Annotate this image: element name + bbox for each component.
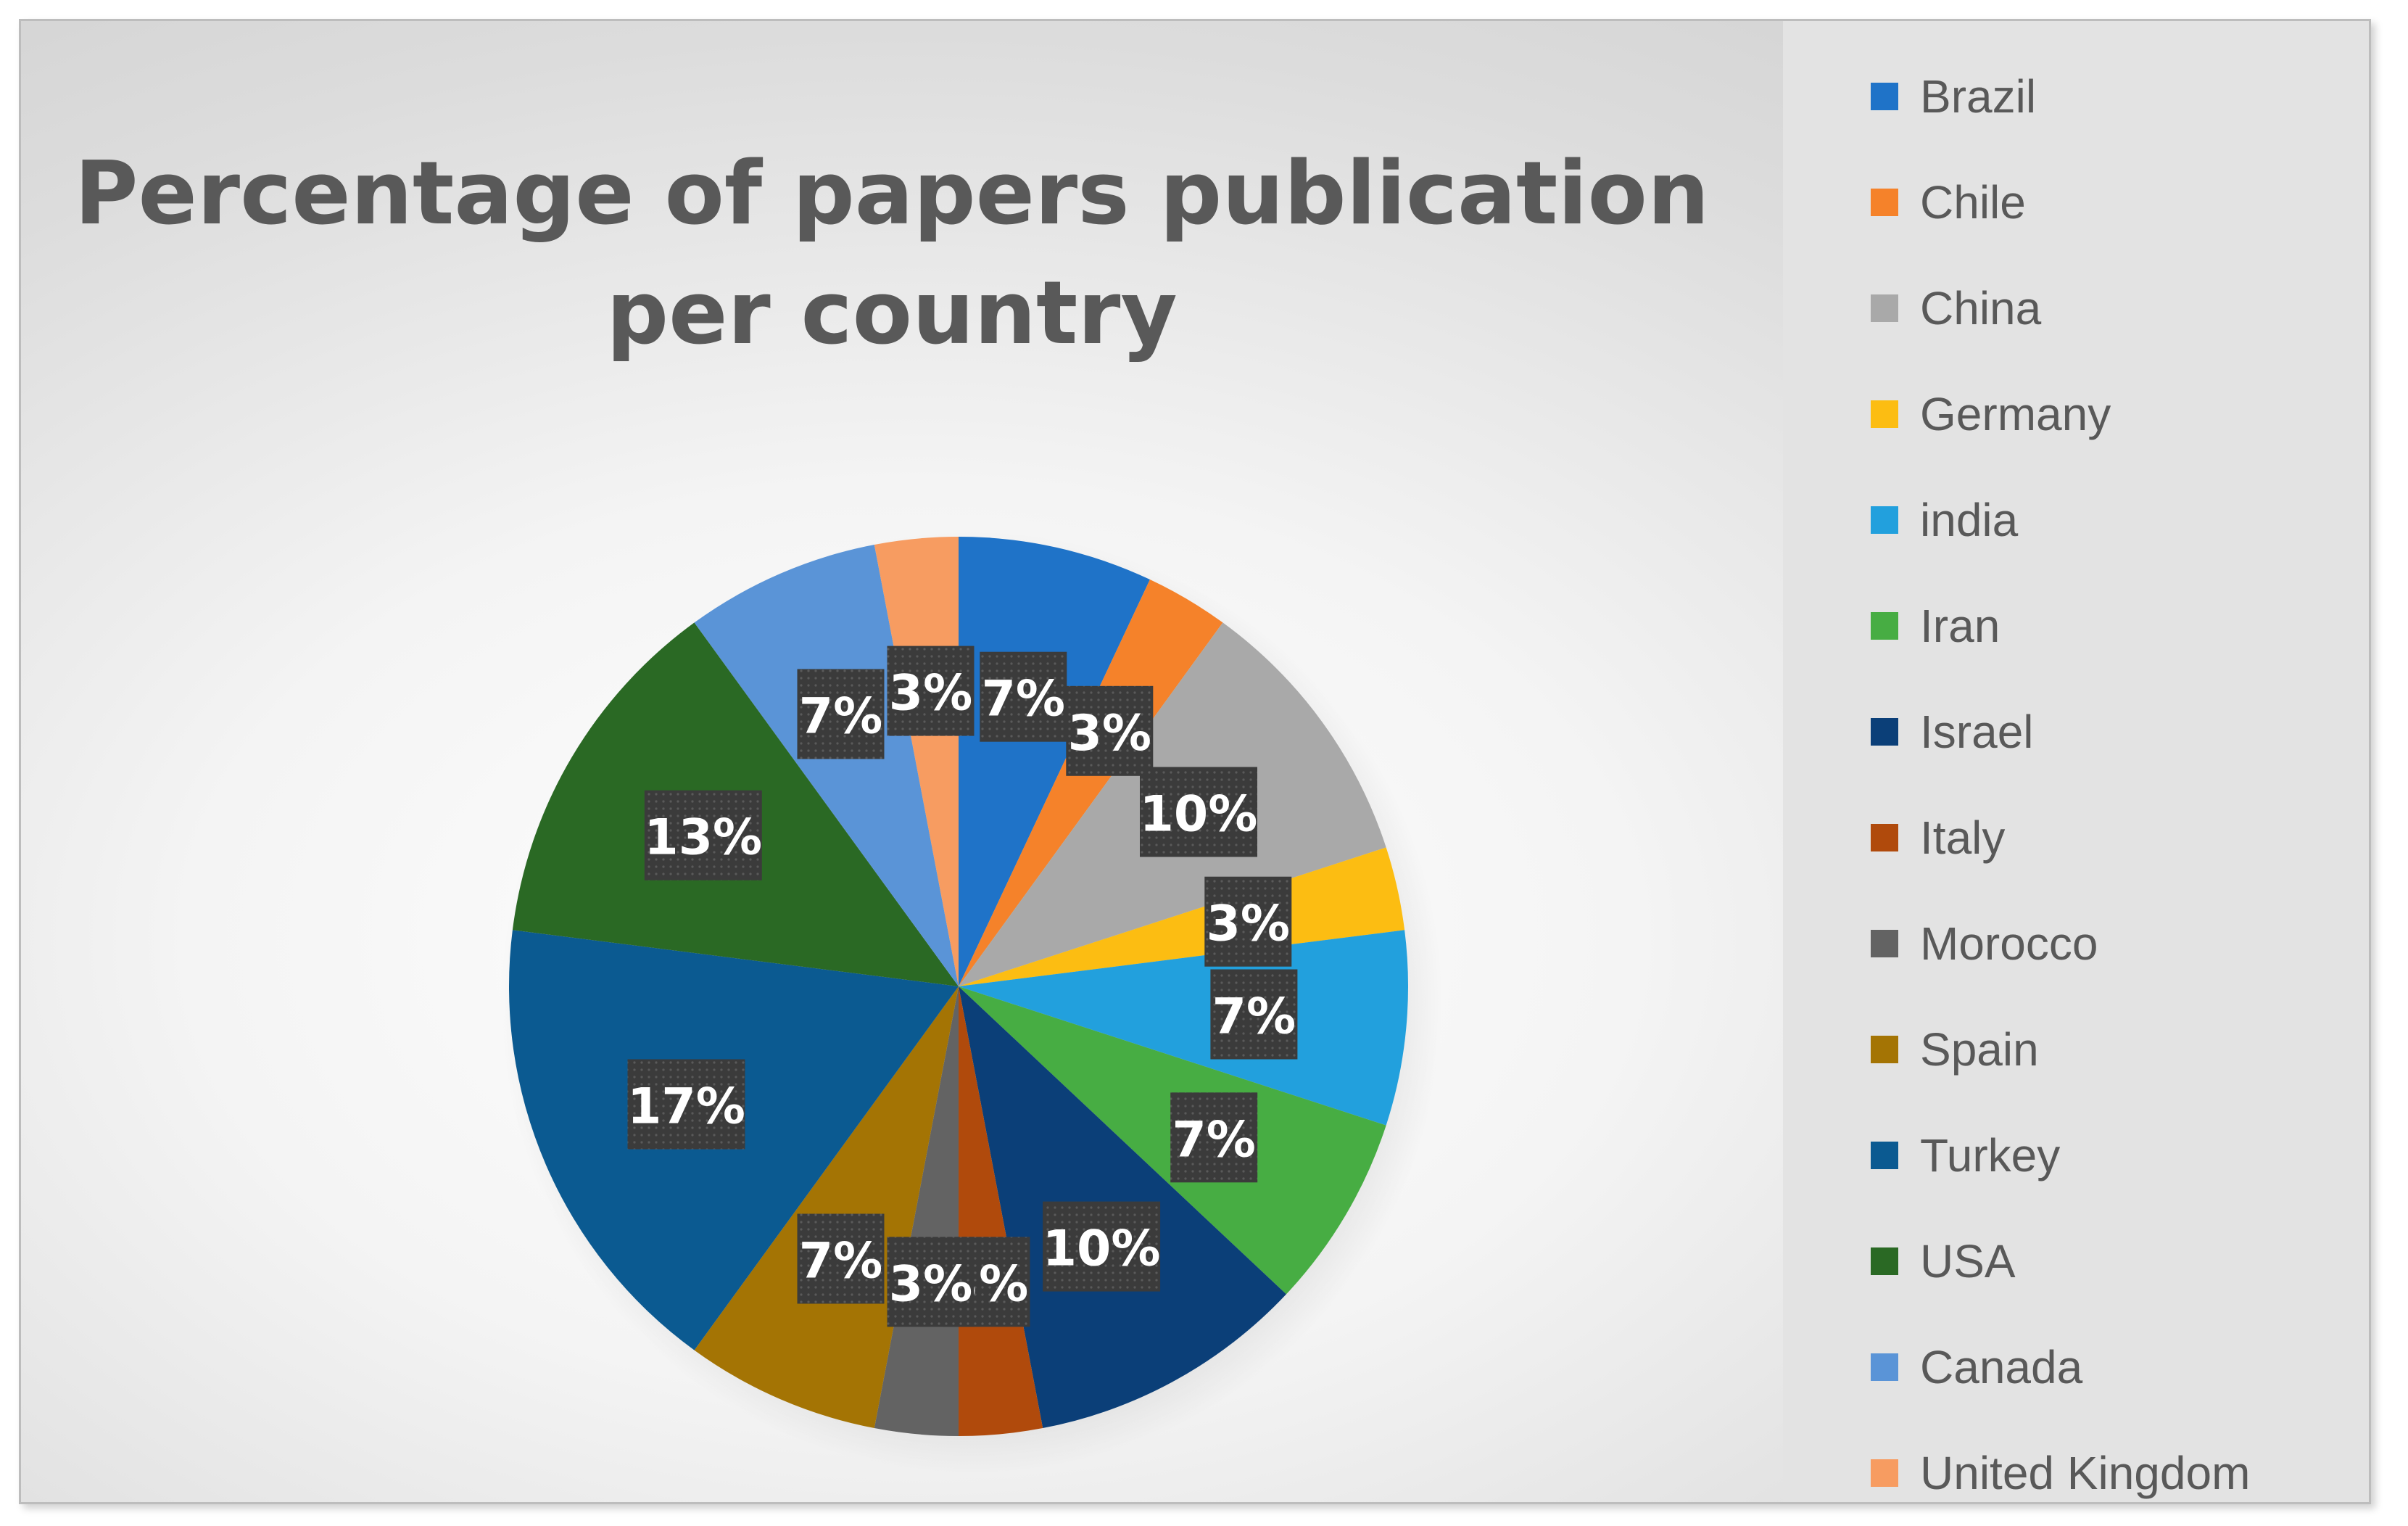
legend-label: Turkey bbox=[1920, 1129, 2061, 1181]
legend-label: China bbox=[1920, 282, 2042, 334]
data-label-text: 13% bbox=[644, 809, 762, 867]
data-label-israel: 10% bbox=[1043, 1201, 1161, 1292]
legend-swatch bbox=[1871, 506, 1898, 534]
legend-label: Iran bbox=[1920, 600, 2001, 652]
legend-item-canada[interactable]: Canada bbox=[1871, 1314, 2250, 1420]
data-label-usa: 13% bbox=[644, 790, 762, 880]
data-label-text: 3% bbox=[1207, 896, 1290, 953]
legend-label: Chile bbox=[1920, 176, 2026, 228]
pie-slice-germany[interactable] bbox=[959, 847, 1405, 986]
legend-swatch bbox=[1871, 400, 1898, 428]
data-label-text: 10% bbox=[1043, 1221, 1161, 1278]
legend-swatch bbox=[1871, 1036, 1898, 1063]
legend-label: USA bbox=[1920, 1235, 2016, 1287]
data-label-text: 7% bbox=[1212, 989, 1296, 1046]
data-label-spain: 7% bbox=[797, 1213, 885, 1304]
data-label-text: 3% bbox=[889, 665, 972, 722]
legend-label: Israel bbox=[1920, 706, 2034, 758]
data-label-text: 3% bbox=[1068, 705, 1151, 762]
pie-slice-brazil[interactable] bbox=[959, 537, 1150, 986]
data-label-text: 10% bbox=[1140, 786, 1258, 844]
legend-label: Germany bbox=[1920, 388, 2111, 440]
data-label-box bbox=[1043, 1201, 1161, 1292]
legend-swatch bbox=[1871, 1353, 1898, 1381]
data-label-morocco: 3% bbox=[887, 1237, 975, 1327]
data-label-text: 7% bbox=[799, 688, 882, 746]
data-label-box bbox=[1204, 876, 1292, 967]
legend-item-india[interactable]: india bbox=[1871, 467, 2250, 573]
data-label-text: 7% bbox=[799, 1233, 882, 1290]
data-label-china: 10% bbox=[1140, 767, 1258, 857]
legend-swatch bbox=[1871, 294, 1898, 322]
legend-item-israel[interactable]: Israel bbox=[1871, 679, 2250, 785]
legend-item-spain[interactable]: Spain bbox=[1871, 997, 2250, 1102]
legend-item-turkey[interactable]: Turkey bbox=[1871, 1102, 2250, 1208]
data-label-united-kingdom: 3% bbox=[887, 646, 975, 736]
legend-item-united-kingdom[interactable]: United Kingdom bbox=[1871, 1420, 2250, 1526]
legend-swatch bbox=[1871, 1247, 1898, 1275]
legend-label: Brazil bbox=[1920, 70, 2037, 123]
legend: Brazil Chile China Germany india Iran Israel It… bbox=[1871, 44, 2250, 1526]
legend-swatch bbox=[1871, 930, 1898, 957]
data-label-canada: 7% bbox=[797, 669, 885, 759]
legend-item-iran[interactable]: Iran bbox=[1871, 573, 2250, 679]
legend-label: Morocco bbox=[1920, 917, 2098, 970]
chart-title: Percentage of papers publication per cou… bbox=[74, 144, 1710, 364]
legend-label: india bbox=[1920, 494, 2019, 546]
legend-swatch bbox=[1871, 824, 1898, 851]
legend-item-usa[interactable]: USA bbox=[1871, 1208, 2250, 1314]
legend-label: Spain bbox=[1920, 1023, 2039, 1076]
legend-swatch bbox=[1871, 1142, 1898, 1169]
data-label-chile: 3% bbox=[1066, 685, 1154, 776]
legend-label: Canada bbox=[1920, 1341, 2083, 1393]
legend-item-brazil[interactable]: Brazil bbox=[1871, 44, 2250, 149]
data-label-box bbox=[1066, 685, 1154, 776]
data-label-box bbox=[1140, 767, 1257, 857]
legend-item-chile[interactable]: Chile bbox=[1871, 149, 2250, 255]
data-label-turkey: 17% bbox=[627, 1059, 745, 1150]
data-label-box bbox=[887, 1237, 975, 1327]
legend-item-italy[interactable]: Italy bbox=[1871, 785, 2250, 891]
legend-swatch bbox=[1871, 1459, 1898, 1487]
pie-slice-chile[interactable] bbox=[959, 580, 1223, 986]
data-label-text: 7% bbox=[982, 671, 1065, 728]
data-label-box bbox=[1170, 1092, 1258, 1183]
legend-item-germany[interactable]: Germany bbox=[1871, 361, 2250, 467]
legend-item-morocco[interactable]: Morocco bbox=[1871, 891, 2250, 997]
legend-swatch bbox=[1871, 718, 1898, 746]
data-label-germany: 3% bbox=[1204, 876, 1292, 967]
data-label-text: 17% bbox=[627, 1078, 745, 1136]
data-label-brazil: 7% bbox=[980, 651, 1067, 742]
data-label-iran: 7% bbox=[1170, 1092, 1258, 1183]
legend-swatch bbox=[1871, 189, 1898, 216]
data-label-box bbox=[627, 1059, 745, 1150]
legend-swatch bbox=[1871, 83, 1898, 110]
data-label-text: 3% bbox=[889, 1255, 972, 1313]
legend-label: United Kingdom bbox=[1920, 1447, 2251, 1499]
data-label-box bbox=[797, 1213, 885, 1304]
data-label-box bbox=[797, 669, 885, 759]
data-label-box bbox=[1210, 969, 1298, 1060]
data-label-box bbox=[644, 790, 762, 880]
legend-label: Italy bbox=[1920, 812, 2006, 864]
data-label-text: 7% bbox=[1172, 1111, 1255, 1168]
data-label-box bbox=[980, 651, 1067, 742]
data-label-india: 7% bbox=[1210, 969, 1298, 1060]
legend-swatch bbox=[1871, 612, 1898, 640]
data-label-box bbox=[887, 646, 975, 736]
legend-item-china[interactable]: China bbox=[1871, 255, 2250, 361]
